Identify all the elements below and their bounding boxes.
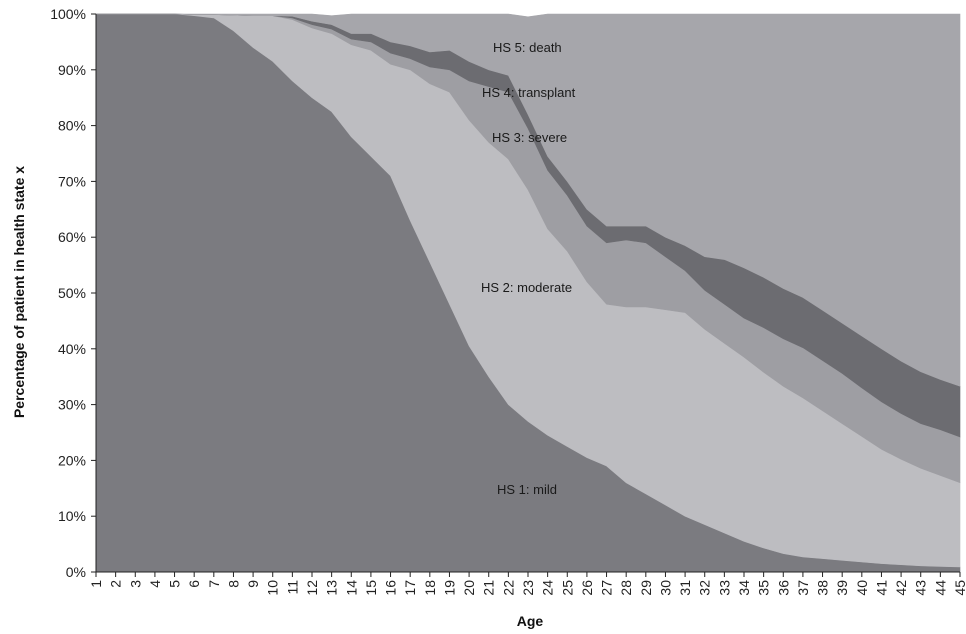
x-tick-label: 24	[540, 580, 556, 596]
y-tick-label: 10%	[58, 508, 86, 524]
x-tick-label: 19	[441, 580, 457, 596]
y-tick-label: 70%	[58, 173, 86, 189]
y-tick-label: 100%	[50, 6, 86, 22]
x-tick-label: 7	[206, 580, 222, 588]
y-tick-label: 50%	[58, 285, 86, 301]
x-tick-label: 29	[638, 580, 654, 596]
x-axis-title: Age	[517, 613, 544, 629]
y-tick-label: 60%	[58, 229, 86, 245]
x-tick-label: 44	[932, 580, 948, 596]
x-tick-label: 26	[579, 580, 595, 596]
x-tick-label: 34	[736, 580, 752, 596]
y-axis-title: Percentage of patient in health state x	[11, 166, 27, 418]
x-tick-label: 28	[618, 580, 634, 596]
x-tick-label: 22	[500, 580, 516, 596]
x-tick-label: 8	[225, 580, 241, 588]
x-tick-label: 17	[402, 580, 418, 596]
x-tick-label: 33	[716, 580, 732, 596]
x-tick-label: 32	[697, 580, 713, 596]
x-tick-label: 13	[324, 580, 340, 596]
series-label-hs2: HS 2: moderate	[481, 280, 572, 295]
x-tick-label: 45	[952, 580, 966, 596]
x-tick-label: 23	[520, 580, 536, 596]
series-label-hs4: HS 4: transplant	[482, 85, 576, 100]
y-tick-label: 90%	[58, 62, 86, 78]
x-tick-label: 3	[127, 580, 143, 588]
area-layers	[95, 13, 961, 573]
series-label-hs1: HS 1: mild	[497, 482, 557, 497]
x-tick-label: 21	[481, 580, 497, 596]
x-tick-label: 25	[559, 580, 575, 596]
x-tick-label: 37	[795, 580, 811, 596]
x-tick-label: 4	[147, 580, 163, 588]
x-tick-label: 10	[265, 580, 281, 596]
x-tick-label: 38	[815, 580, 831, 596]
area-series-5	[96, 13, 961, 387]
y-tick-label: 20%	[58, 452, 86, 468]
x-tick-label: 30	[657, 580, 673, 596]
x-tick-label: 20	[461, 580, 477, 596]
x-tick-label: 16	[383, 580, 399, 596]
y-tick-label: 80%	[58, 118, 86, 134]
x-tick-label: 15	[363, 580, 379, 596]
x-tick-label: 36	[775, 580, 791, 596]
x-tick-label: 12	[304, 580, 320, 596]
x-tick-label: 40	[854, 580, 870, 596]
x-tick-label: 9	[245, 580, 261, 588]
x-tick-label: 1	[88, 580, 104, 588]
x-tick-label: 41	[873, 580, 889, 596]
x-tick-label: 39	[834, 580, 850, 596]
series-label-hs5: HS 5: death	[493, 40, 562, 55]
x-tick-label: 31	[677, 580, 693, 596]
x-tick-label: 42	[893, 580, 909, 596]
x-tick-label: 18	[422, 580, 438, 596]
y-tick-label: 40%	[58, 341, 86, 357]
x-tick-label: 43	[913, 580, 929, 596]
x-tick-label: 11	[284, 580, 300, 595]
y-tick-label: 0%	[66, 564, 86, 580]
x-tick-label: 14	[343, 580, 359, 596]
y-tick-labels: 0% 10% 20% 30% 40% 50% 60% 70% 80% 90% 100%	[50, 6, 96, 580]
x-tick-label: 35	[756, 580, 772, 596]
x-tick-label: 5	[167, 580, 183, 588]
x-tick-label: 6	[186, 580, 202, 588]
x-tick-label: 27	[599, 580, 615, 596]
x-tick-labels: 1 2 3 4 5 6 7 8 9 10 11 12 13 14 15 16 17 18 19 20 21 22 23 24 2…	[88, 572, 966, 596]
x-tick-label: 2	[108, 580, 124, 588]
series-label-hs3: HS 3: severe	[492, 130, 567, 145]
y-tick-label: 30%	[58, 397, 86, 413]
